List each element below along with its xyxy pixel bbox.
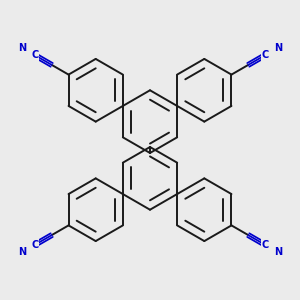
Text: N: N — [274, 247, 282, 257]
Text: C: C — [262, 50, 269, 60]
Text: C: C — [31, 50, 38, 60]
Text: C: C — [262, 240, 269, 250]
Text: C: C — [31, 240, 38, 250]
Text: N: N — [18, 247, 26, 257]
Text: N: N — [18, 43, 26, 53]
Text: N: N — [274, 43, 282, 53]
